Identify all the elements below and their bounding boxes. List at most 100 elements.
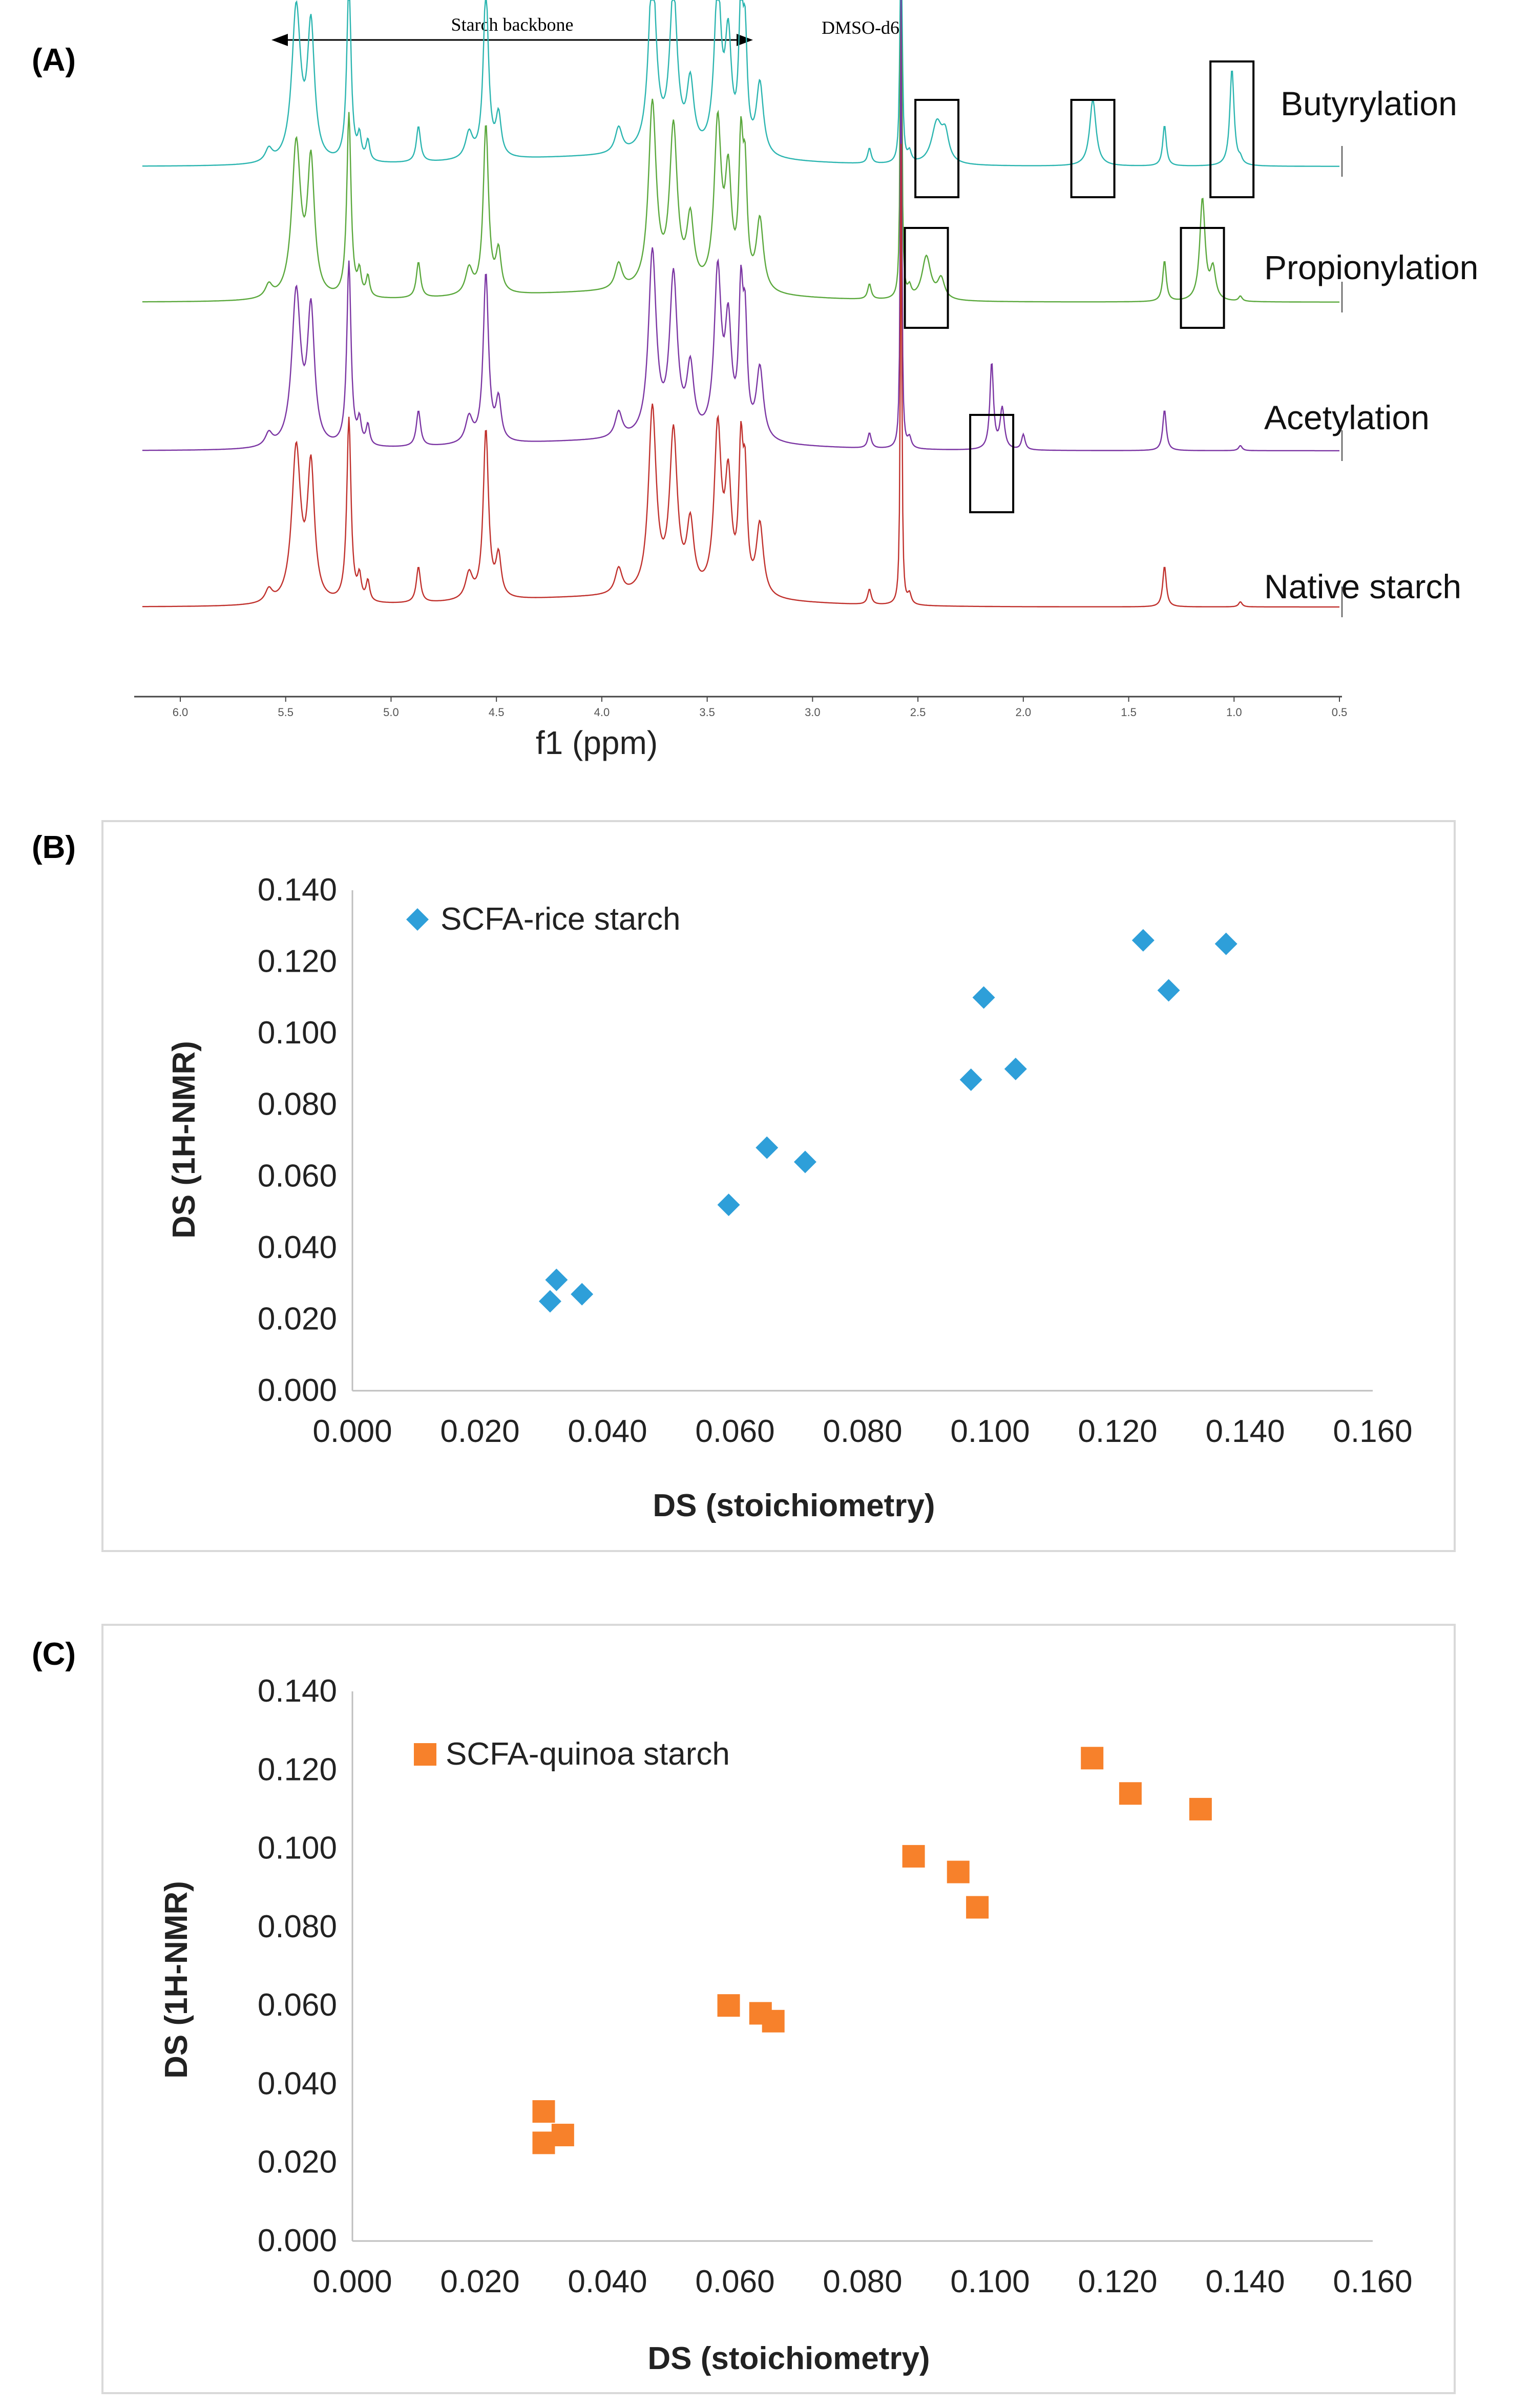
x-tick-label: 0.000 <box>312 1414 392 1449</box>
panel-c-legend-label: SCFA-quinoa starch <box>446 1736 730 1772</box>
panel-b-y-axis-title: DS (1H-NMR) <box>166 1041 202 1239</box>
highlight-box <box>904 227 949 329</box>
y-tick-label: 0.120 <box>258 1752 337 1787</box>
x-tick-label: 0.120 <box>1078 2264 1157 2299</box>
data-point <box>966 1896 989 1919</box>
nmr-x-ticks: 6.0 5.5 5.0 4.5 4.0 3.5 3.0 2.5 2.0 1.5 1.0 0.5 <box>173 697 1347 719</box>
panel-c-plot: 0.000 0.020 0.040 0.060 0.080 0.100 0.120 0.140… <box>258 1673 1413 2299</box>
nmr-x-axis-title: f1 (ppm) <box>536 724 658 761</box>
highlight-box <box>914 99 960 198</box>
y-tick-label: 0.140 <box>258 1673 337 1709</box>
nmr-x-tick-label: 3.5 <box>699 706 715 719</box>
panel-c-scatter: (C) 0.0000.0200.0400.0600.0800.1000.1200… <box>32 1624 1456 2394</box>
panel-c-label: (C) <box>32 1637 76 1672</box>
data-point <box>551 2124 574 2147</box>
data-point <box>1081 1747 1104 1770</box>
data-point <box>717 1193 740 1217</box>
y-tick-label: 0.020 <box>258 1301 337 1336</box>
y-tick-label: 0.000 <box>258 1373 337 1408</box>
spectrum-acetylation <box>142 0 1339 452</box>
data-point <box>532 2131 555 2154</box>
y-tick-label: 0.120 <box>258 944 337 979</box>
y-tick-label: 0.100 <box>258 1831 337 1866</box>
y-tick-label: 0.040 <box>258 1230 337 1265</box>
nmr-x-tick-label: 3.0 <box>805 706 821 719</box>
highlight-box <box>1070 99 1116 198</box>
panel-c-frame <box>101 1624 1456 2394</box>
spectrum-propionylation <box>142 0 1339 303</box>
label-acetylation: Acetylation <box>1264 399 1430 436</box>
x-tick-label: 0.080 <box>823 1414 902 1449</box>
spectra-traces <box>142 0 1343 617</box>
x-tick-label: 0.100 <box>950 1414 1030 1449</box>
data-point <box>793 1150 816 1174</box>
data-point <box>571 1283 594 1306</box>
nmr-x-tick-label: 4.0 <box>594 706 610 719</box>
data-point <box>947 1860 970 1883</box>
data-point <box>538 1290 561 1313</box>
x-tick-label: 0.060 <box>695 2264 774 2299</box>
x-tick-label: 0.140 <box>1205 1414 1285 1449</box>
x-tick-label: 0.040 <box>568 1414 647 1449</box>
highlight-box <box>1209 60 1255 198</box>
data-point <box>756 1136 779 1159</box>
y-tick-label: 0.060 <box>258 1987 337 2023</box>
nmr-x-tick-label: 2.5 <box>910 706 926 719</box>
data-point <box>545 1268 568 1291</box>
x-tick-label: 0.040 <box>568 2264 647 2299</box>
x-tick-label: 0.100 <box>950 2264 1030 2299</box>
highlight-boxes <box>904 60 1255 513</box>
data-point <box>1004 1057 1027 1080</box>
data-point <box>532 2100 555 2123</box>
panel-b-frame <box>101 820 1456 1552</box>
nmr-x-tick-label: 6.0 <box>173 706 188 719</box>
panel-b-label: (B) <box>32 830 76 865</box>
label-native-starch: Native starch <box>1264 568 1461 605</box>
panel-a-nmr-spectra: (A) Starch backbone DMSO-d6 6.0 5.5 5.0 4.5… <box>32 0 1478 761</box>
y-tick-label: 0.140 <box>258 872 337 908</box>
nmr-x-tick-label: 1.0 <box>1226 706 1242 719</box>
nmr-x-tick-label: 2.0 <box>1016 706 1032 719</box>
y-tick-label: 0.000 <box>258 2223 337 2258</box>
panel-b-plot: 0.000 0.020 0.040 0.060 0.080 0.100 0.120 0.140… <box>258 872 1413 1449</box>
x-tick-label: 0.080 <box>823 2264 902 2299</box>
label-butyrylation: Butyrylation <box>1281 85 1457 122</box>
nmr-x-tick-label: 5.0 <box>383 706 399 719</box>
spectrum-native-starch <box>142 143 1339 608</box>
starch-backbone-label: Starch backbone <box>451 14 574 35</box>
legend-marker <box>414 1743 436 1766</box>
data-point <box>1157 979 1180 1002</box>
data-point <box>762 2009 785 2033</box>
y-tick-label: 0.040 <box>258 2066 337 2101</box>
nmr-x-tick-label: 4.5 <box>489 706 505 719</box>
starch-backbone-annotation: Starch backbone <box>271 14 753 46</box>
label-propionylation: Propionylation <box>1264 248 1478 286</box>
panel-b-scatter: (B) 0.0000.0200.0400.0600.0800.1000.1200… <box>32 820 1456 1552</box>
spectrum-butyrylation <box>142 0 1339 167</box>
legend-marker <box>406 908 429 931</box>
data-point <box>1189 1797 1212 1820</box>
y-tick-label: 0.080 <box>258 1087 337 1122</box>
x-tick-label: 0.140 <box>1205 2264 1285 2299</box>
panel-b-legend-label: SCFA-rice starch <box>441 902 681 937</box>
data-point <box>959 1068 982 1091</box>
data-point <box>972 986 995 1009</box>
x-tick-label: 0.120 <box>1078 1414 1157 1449</box>
x-tick-label: 0.160 <box>1333 1414 1412 1449</box>
x-tick-label: 0.020 <box>440 2264 519 2299</box>
y-tick-label: 0.060 <box>258 1158 337 1193</box>
dmso-label: DMSO-d6 <box>822 17 899 38</box>
panel-c-y-axis-title: DS (1H-NMR) <box>159 1881 194 2079</box>
data-point <box>1131 929 1155 952</box>
panel-b-x-axis-title: DS (stoichiometry) <box>653 1488 935 1523</box>
data-point <box>1214 932 1238 955</box>
panel-a-label: (A) <box>32 43 76 78</box>
x-tick-label: 0.160 <box>1333 2264 1412 2299</box>
nmr-x-tick-label: 5.5 <box>278 706 293 719</box>
panel-c-x-axis-title: DS (stoichiometry) <box>647 2341 930 2376</box>
highlight-box <box>1180 227 1225 329</box>
data-point <box>1119 1782 1142 1805</box>
highlight-box <box>969 414 1015 513</box>
y-tick-label: 0.080 <box>258 1909 337 1944</box>
